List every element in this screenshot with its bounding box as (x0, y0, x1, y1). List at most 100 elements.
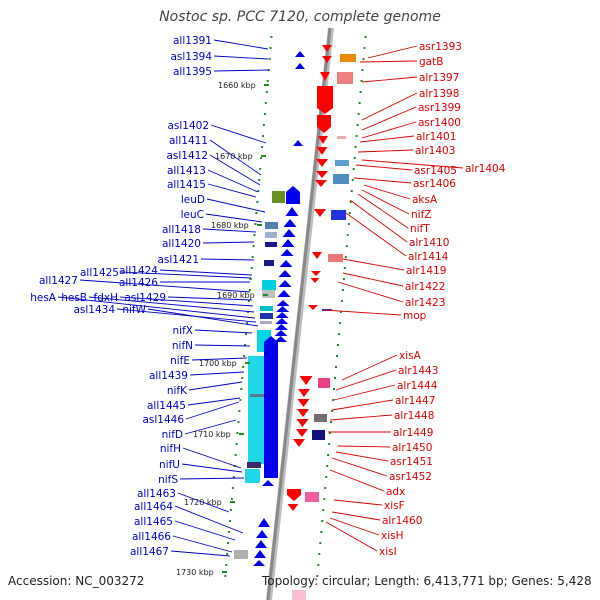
right-dot (331, 410, 334, 412)
kbp-tick-mark (264, 84, 269, 86)
left-leader-line (209, 139, 262, 176)
left-gene-label: nifE (170, 355, 190, 367)
right-dot (359, 91, 362, 93)
reverse-gene (283, 219, 297, 227)
reverse-gene (274, 324, 288, 330)
kbp-tick-label: 1720 kbp (184, 498, 222, 507)
kbp-tick-label: 1680 kbp (211, 221, 249, 230)
forward-gene-other (292, 590, 306, 600)
left-gene-label: all1439 (149, 370, 188, 382)
label-leaders (57, 39, 464, 557)
right-dot (335, 366, 337, 368)
left-leader-line (189, 371, 245, 376)
right-dot (325, 476, 328, 478)
right-leader-line (361, 121, 417, 139)
reverse-gene-other (262, 280, 276, 290)
forward-gene (317, 115, 331, 133)
right-leader-line (345, 212, 407, 257)
right-dot (341, 289, 344, 291)
left-leader-line (177, 492, 230, 513)
right-dot (323, 498, 326, 500)
left-dot (258, 179, 261, 181)
reverse-gene (274, 336, 288, 342)
left-dot (227, 542, 230, 544)
left-dot (250, 267, 253, 269)
reverse-gene (254, 550, 266, 558)
right-dot (333, 388, 335, 390)
right-dot (340, 300, 343, 302)
right-dot (360, 80, 363, 82)
kbp-tick-label: 1660 kbp (218, 81, 256, 90)
left-leader-line (213, 69, 270, 72)
left-gene-label: leuC (181, 209, 204, 221)
right-dot (324, 487, 327, 489)
right-gene-label: alr1422 (405, 281, 445, 293)
right-leader-line (329, 517, 380, 536)
left-gene-label: all1420 (162, 238, 201, 250)
right-leader-line (341, 354, 398, 381)
left-leader-line (207, 183, 257, 198)
left-dot (244, 344, 247, 346)
left-gene-label: nifS (158, 474, 178, 486)
kbp-tick: 1700 kbp (199, 359, 250, 368)
right-gene-label: alr1448 (394, 410, 434, 422)
left-dot (229, 509, 232, 511)
left-dot (266, 80, 269, 82)
forward-gene (297, 399, 310, 407)
left-leader-line (57, 296, 256, 319)
left-dot (251, 256, 254, 258)
right-dot (361, 69, 364, 71)
right-gene-label: alr1447 (395, 395, 435, 407)
left-dot (246, 322, 248, 324)
right-gene-label: asr1393 (419, 41, 462, 53)
left-gene-label: all1395 (173, 66, 212, 78)
forward-gene (314, 209, 326, 217)
left-dot (246, 311, 249, 313)
right-leader-line (349, 199, 408, 243)
right-dot (327, 454, 330, 456)
forward-gene-other (312, 430, 325, 440)
left-leader-line (179, 477, 245, 480)
left-dot (254, 223, 257, 225)
right-dot (329, 432, 332, 434)
right-gene-label: xisA (399, 350, 422, 362)
right-dot (358, 102, 361, 104)
kbp-tick: 1720 kbp (184, 498, 235, 507)
right-gene-label: alr1460 (382, 515, 422, 527)
forward-gene (287, 504, 299, 511)
left-dot (252, 245, 255, 247)
kbp-tick: 1660 kbp (218, 81, 269, 90)
left-dot (232, 476, 235, 478)
left-dot (253, 234, 256, 236)
left-dot (236, 432, 239, 434)
right-gene-label: aksA (412, 194, 438, 206)
reverse-gene (286, 186, 300, 204)
reverse-gene-other (265, 222, 278, 229)
kbp-tick-mark (239, 433, 244, 435)
reverse-gene-other (234, 550, 248, 559)
forward-gene (310, 278, 320, 283)
kbp-tick-label: 1700 kbp (199, 359, 237, 368)
left-leader-line (120, 271, 252, 279)
right-gene-label: alr1398 (419, 88, 459, 100)
left-gene-label: asl1394 (170, 51, 212, 63)
left-leader-line (185, 401, 240, 420)
reverse-gene (256, 530, 268, 538)
right-dot (354, 146, 357, 148)
left-dot (261, 146, 264, 148)
right-gene-label: alr1449 (393, 427, 433, 439)
right-leader-line (359, 135, 415, 143)
left-dot (228, 531, 231, 533)
forward-gene (287, 489, 301, 501)
left-gene-label: hesB (61, 292, 87, 304)
right-leader-line (342, 258, 405, 271)
right-gene-label: asr1400 (418, 117, 461, 129)
forward-gene (311, 271, 321, 276)
position-dots (224, 36, 367, 577)
right-dot (330, 421, 333, 423)
left-leader-line (191, 357, 248, 361)
left-dot (243, 355, 246, 357)
forward-gene (308, 305, 318, 310)
right-dot (326, 465, 329, 467)
forward-gene (316, 159, 328, 167)
